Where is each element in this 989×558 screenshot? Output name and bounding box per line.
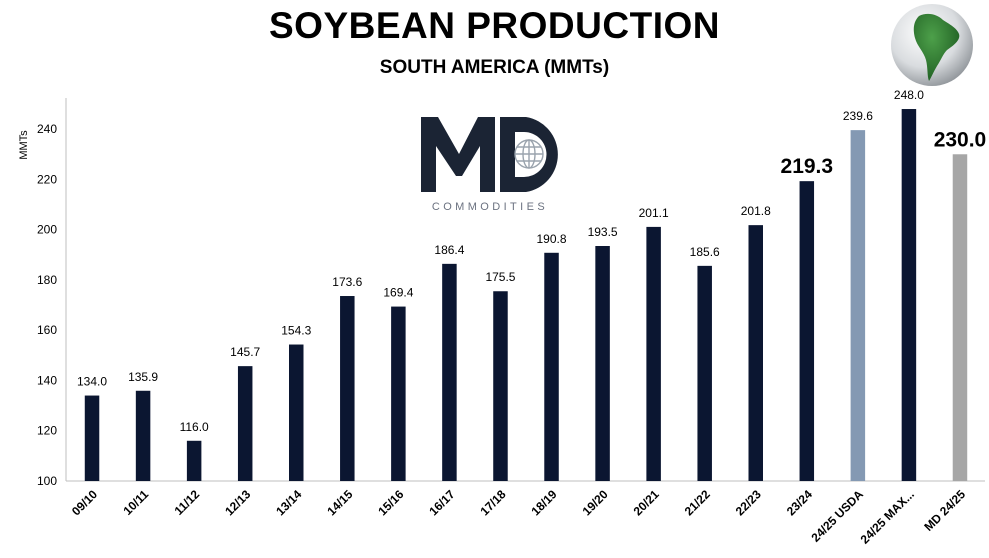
bar [697, 265, 712, 481]
x-tick-label: 14/15 [324, 487, 355, 518]
bar [442, 263, 457, 481]
south-america-globe-icon [891, 4, 973, 86]
data-label: 201.1 [639, 206, 669, 220]
bar [748, 225, 763, 481]
data-label: 230.0 [934, 128, 987, 151]
y-tick-label: 160 [37, 323, 57, 337]
x-tick-labels-group: 09/10 10/11 11/12 12/13 13/14 14/15 15/16 16/17… [69, 487, 968, 547]
bar [493, 291, 508, 481]
x-tick-label: 22/23 [733, 487, 764, 518]
bar [646, 226, 661, 481]
data-label: 116.0 [180, 420, 209, 434]
bar [901, 109, 917, 481]
data-label: 135.9 [128, 370, 158, 384]
x-tick-label: 21/22 [682, 487, 713, 518]
y-tick-label: 200 [37, 223, 57, 237]
y-tick-label: 140 [37, 373, 57, 387]
x-tick-label: 23/24 [784, 487, 815, 518]
x-tick-label: 15/16 [375, 487, 406, 518]
y-axis-label: MMTs [18, 130, 30, 160]
x-tick-label: 18/19 [529, 487, 560, 518]
x-tick-label: MD 24/25 [921, 487, 968, 534]
bar [595, 246, 610, 481]
bar [850, 130, 866, 481]
bar [544, 252, 559, 481]
bar [952, 154, 968, 481]
x-tick-label: 12/13 [222, 487, 253, 518]
chart-title: SOYBEAN PRODUCTION [269, 5, 720, 46]
y-tick-labels-group: 100 120 140 160 180 200 220 240 [37, 122, 57, 488]
data-label: 239.6 [843, 109, 873, 123]
data-label: 190.8 [537, 232, 567, 246]
y-tick-label: 120 [37, 424, 57, 438]
data-label: 173.6 [332, 275, 362, 289]
data-labels-group: 134.0 135.9 116.0 145.7 154.3 173.6 169.4 186.4… [77, 88, 986, 434]
bar [340, 296, 355, 481]
logo-wordmark: COMMODITIES [431, 201, 549, 213]
x-tick-label: 11/12 [172, 487, 203, 518]
data-label: 169.4 [383, 286, 413, 300]
data-label: 219.3 [781, 155, 834, 178]
md-commodities-logo [421, 117, 558, 192]
bar [135, 390, 151, 481]
x-tick-label: 16/17 [426, 487, 457, 518]
data-label: 248.0 [894, 88, 924, 102]
chart-axes [65, 98, 985, 482]
data-label: 201.8 [741, 204, 771, 218]
x-tick-label: 17/18 [477, 487, 508, 518]
bars-group [84, 109, 968, 481]
y-tick-label: 240 [37, 122, 57, 136]
x-tick-label: 20/21 [631, 487, 662, 518]
bar [84, 395, 100, 481]
x-tick-label: 19/20 [580, 487, 611, 518]
data-label: 145.7 [230, 345, 260, 359]
data-label: 185.6 [690, 245, 720, 259]
data-label: 186.4 [434, 243, 464, 257]
data-label: 193.5 [588, 225, 618, 239]
bar [186, 440, 202, 481]
x-tick-label: 09/10 [69, 487, 100, 518]
x-tick-label: 24/25 MAX... [858, 487, 917, 546]
data-label: 175.5 [485, 270, 515, 284]
y-tick-label: 220 [37, 172, 57, 186]
bar [799, 181, 815, 481]
data-label: 134.0 [77, 375, 107, 389]
bar [289, 344, 304, 481]
logo-globe-icon [514, 139, 544, 169]
y-tick-label: 180 [37, 273, 57, 287]
y-tick-label: 100 [37, 474, 57, 488]
data-label: 154.3 [281, 324, 311, 338]
bar [391, 306, 406, 481]
x-tick-label: 13/14 [273, 487, 304, 518]
bar [237, 366, 253, 481]
chart-subtitle: SOUTH AMERICA (MMTs) [379, 57, 610, 78]
x-tick-label: 10/11 [121, 487, 152, 518]
